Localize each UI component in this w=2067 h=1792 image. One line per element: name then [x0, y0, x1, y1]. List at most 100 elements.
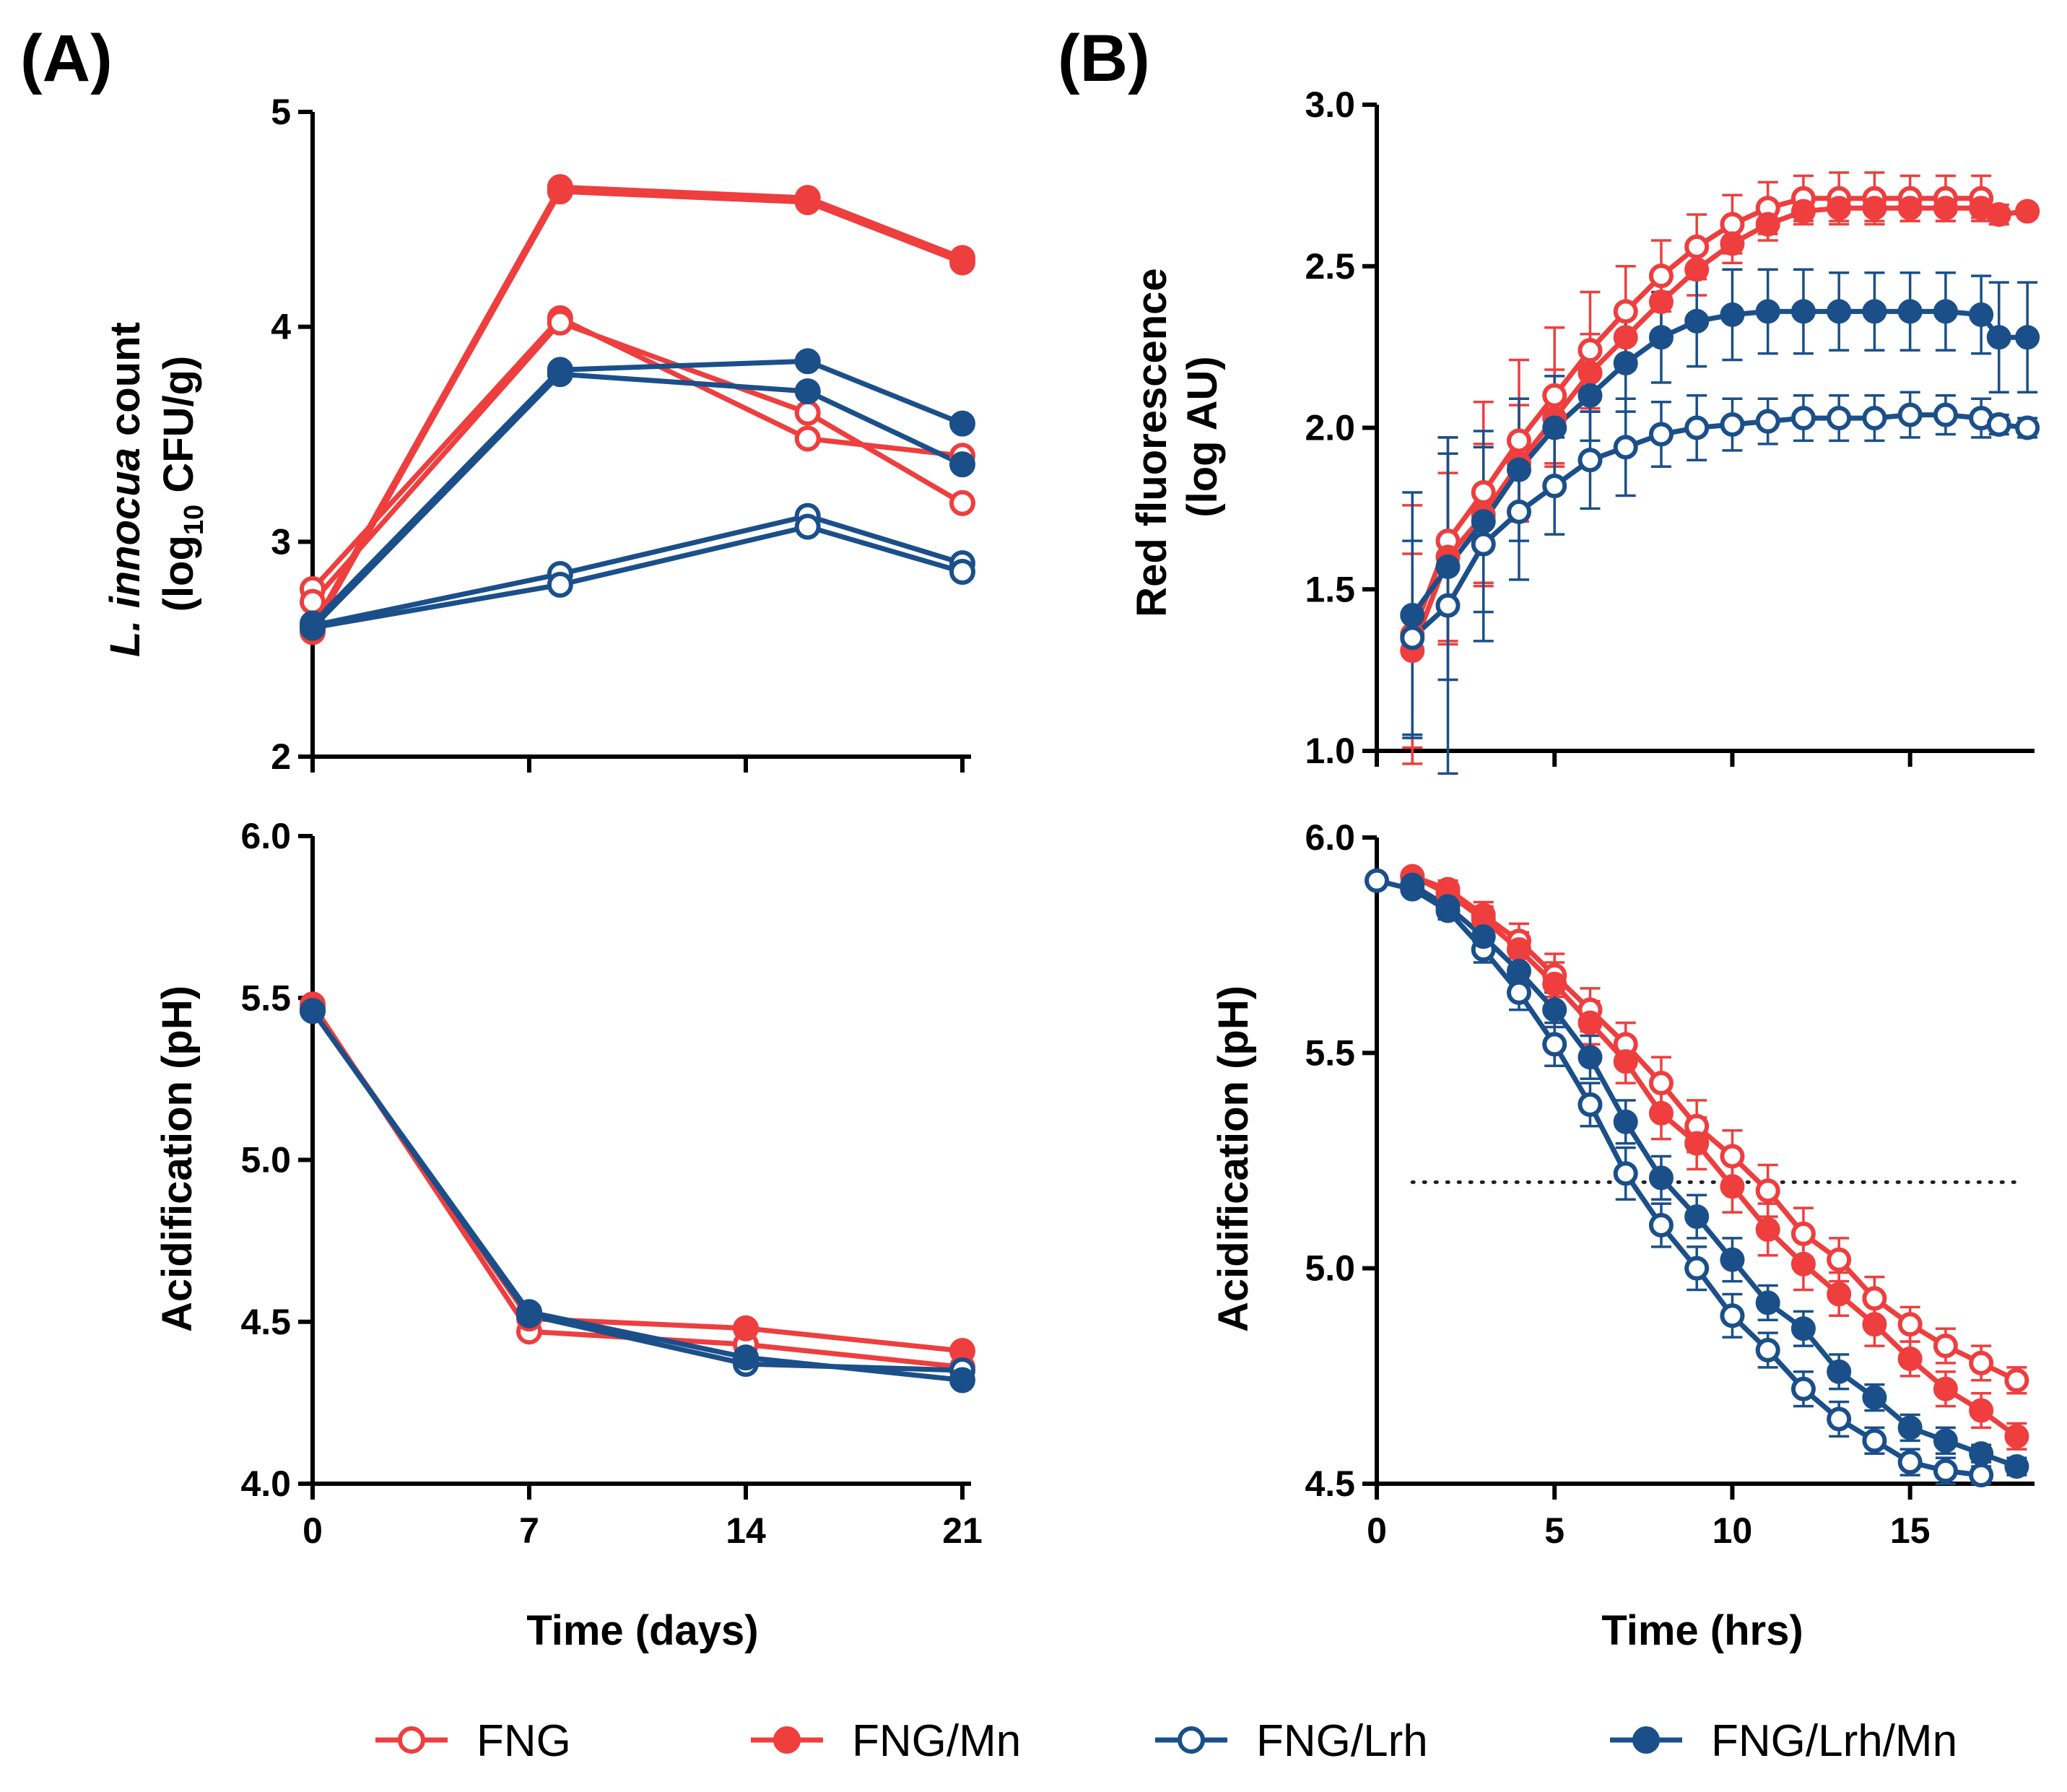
b-bottom-point-fng-lrh [1862, 1428, 1887, 1453]
b-bottom-point-fng-lrh-mn [1969, 1441, 1994, 1466]
b-top-ytick-label: 2.0 [1305, 408, 1355, 448]
a-top-ytick-label: 3 [271, 521, 291, 562]
a-bottom-ytick-label: 4.0 [240, 1463, 291, 1504]
b-bottom-point-fng [1755, 1178, 1780, 1204]
a-top-point-fng-lrh-mn [547, 361, 573, 388]
panel-label-a: (A) [20, 22, 113, 95]
b-top-point-fng-lrh-mn [1755, 299, 1780, 324]
a-top-point-fng [794, 425, 821, 452]
b-top-point-fng-lrh [1400, 625, 1425, 651]
chart-a-bottom: 4.0 4.5 5.0 5.5 6.0 0 7 14 21 [240, 816, 982, 1551]
legend-label-fng: FNG [477, 1716, 571, 1766]
b-bottom-point-fng-lrh-mn [1684, 1204, 1710, 1230]
b-bottom-point-fng-lrh-mn [1400, 872, 1425, 897]
b-xlabel: Time (hrs) [1601, 1607, 1803, 1654]
b-bottom-point-fng-lrh [1365, 868, 1389, 893]
b-top-point-fng-lrh [1933, 402, 1958, 427]
b-top-point-fng-lrh [1755, 409, 1780, 434]
b-top-point-fng-lrh [1862, 406, 1887, 431]
b-bottom-point-fng-mn [1755, 1217, 1780, 1242]
a-bottom-xtick-label: 21 [942, 1510, 983, 1551]
b-bottom-point-fng [1790, 1221, 1816, 1246]
a-top-ylabel-log: (log [155, 535, 202, 612]
a-top-ylabel-sub: 10 [179, 505, 209, 535]
b-top-series-line-fng-lrh [1410, 412, 2028, 640]
a-bottom-ylabel: Acidification (pH) [154, 986, 201, 1332]
a-top-series-line-fng-lrh [312, 513, 964, 628]
b-bottom-point-fng-lrh-mn [1933, 1428, 1958, 1453]
b-bottom-point-fng-lrh [1648, 1213, 1674, 1238]
b-bottom-point-fng [1969, 1350, 1994, 1375]
b-bottom-point-fng-lrh [1933, 1458, 1958, 1484]
a-bottom-series-line-fng [310, 1003, 963, 1370]
b-top-point-fng-mn [1827, 196, 1852, 221]
b-bottom-point-fng-mn [1613, 1049, 1638, 1074]
a-top-series-line-fng-mn [310, 184, 964, 630]
b-bottom-point-fng-lrh-mn [1471, 924, 1496, 949]
a-bottom-xtick-label: 7 [519, 1510, 539, 1551]
b-bottom-point-fng-mn [1542, 971, 1567, 996]
b-top-point-fng-lrh-mn [1827, 299, 1852, 324]
b-top-point-fng-lrh-mn [1400, 603, 1425, 628]
b-bottom-point-fng-lrh [1790, 1376, 1816, 1401]
b-bottom-point-fng-mn [1648, 1100, 1674, 1126]
b-bottom-point-fng-lrh [1969, 1463, 1994, 1488]
a-bottom-ytick-label: 4.5 [240, 1302, 291, 1342]
a-top-point-fng-lrh-mn [949, 410, 975, 437]
b-top-point-fng-mn [1720, 231, 1745, 256]
b-top-point-fng-lrh [1720, 412, 1745, 438]
b-bottom-point-fng-lrh-mn [1648, 1165, 1674, 1191]
b-top-point-fng-lrh-mn [1613, 351, 1638, 375]
a-bottom-xtick-label: 0 [303, 1510, 323, 1551]
b-bottom-point-fng-lrh [1755, 1338, 1780, 1363]
a-top-point-fng [949, 490, 975, 516]
b-top-series-line-fng-mn [1409, 205, 2028, 652]
a-top-ytick-label: 2 [271, 736, 291, 777]
b-bottom-point-fng-mn [1933, 1376, 1958, 1401]
b-bottom-point-fng-lrh-mn [1755, 1290, 1780, 1315]
b-bottom-point-fng-lrh-mn [1506, 958, 1531, 983]
b-top-point-fng-mn [2015, 199, 2040, 224]
b-top-point-fng-lrh [1897, 402, 1923, 427]
b-top-ylabel-line2: (log AU) [1179, 356, 1226, 517]
b-top-point-fng-lrh [1578, 448, 1603, 473]
legend-label-fng-lrh: FNG/Lrh [1256, 1716, 1428, 1766]
b-bottom-series-line-fng-lrh [1376, 878, 1982, 1478]
b-bottom-point-fng-lrh [1897, 1450, 1923, 1475]
b-bottom-xtick-label: 15 [1890, 1510, 1931, 1551]
legend-marker-fng-mn [773, 1726, 801, 1754]
b-top-ylabel: Red fluorescence (log AU) [1128, 256, 1226, 617]
b-top-point-fng-mn [1933, 196, 1958, 221]
b-top-point-fng-lrh [1471, 531, 1496, 557]
b-top-point-fng [1578, 338, 1603, 363]
b-top-point-fng-lrh [1506, 499, 1531, 524]
b-top-point-fng-lrh-mn [1897, 299, 1923, 324]
b-bottom-xtick-label: 0 [1367, 1510, 1387, 1551]
b-bottom-point-fng-lrh-mn [1897, 1415, 1923, 1440]
b-top-point-fng-mn [1986, 202, 2011, 227]
a-bottom-ytick-label: 5.0 [240, 1140, 291, 1180]
b-top-point-fng [1613, 299, 1638, 324]
b-bottom-point-fng-lrh-mn [1435, 894, 1461, 919]
a-top-point-fng-lrh-mn [300, 614, 326, 641]
a-top-ytick-label: 4 [271, 307, 291, 347]
b-bottom-ytick-label: 6.0 [1305, 817, 1355, 858]
a-top-series-line-fng-lrh [312, 524, 963, 630]
b-bottom-point-fng-lrh-mn [1542, 997, 1567, 1022]
b-top-point-fng-lrh [1827, 406, 1852, 431]
a-top-point-fng [547, 309, 573, 336]
b-bottom-point-fng [1648, 1071, 1674, 1096]
b-bottom-point-fng [1827, 1247, 1852, 1272]
b-bottom-point-fng-mn [1969, 1398, 1994, 1423]
a-top-point-fng-lrh [794, 513, 821, 540]
a-top-series-line-fng-lrh-mn [310, 358, 964, 625]
b-top-point-fng-mn [1897, 196, 1923, 221]
b-top-point-fng-lrh [2015, 415, 2040, 440]
b-top-point-fng-mn [1684, 257, 1710, 282]
b-bottom-series-line-fng-mn [1411, 874, 2019, 1439]
b-bottom-point-fng [1720, 1144, 1745, 1169]
legend-label-fng-mn: FNG/Mn [852, 1716, 1021, 1766]
b-top-point-fng-lrh-mn [1862, 299, 1887, 324]
b-top-point-fng-lrh-mn [2015, 325, 2040, 350]
b-bottom-xtick-label: 10 [1713, 1510, 1753, 1551]
